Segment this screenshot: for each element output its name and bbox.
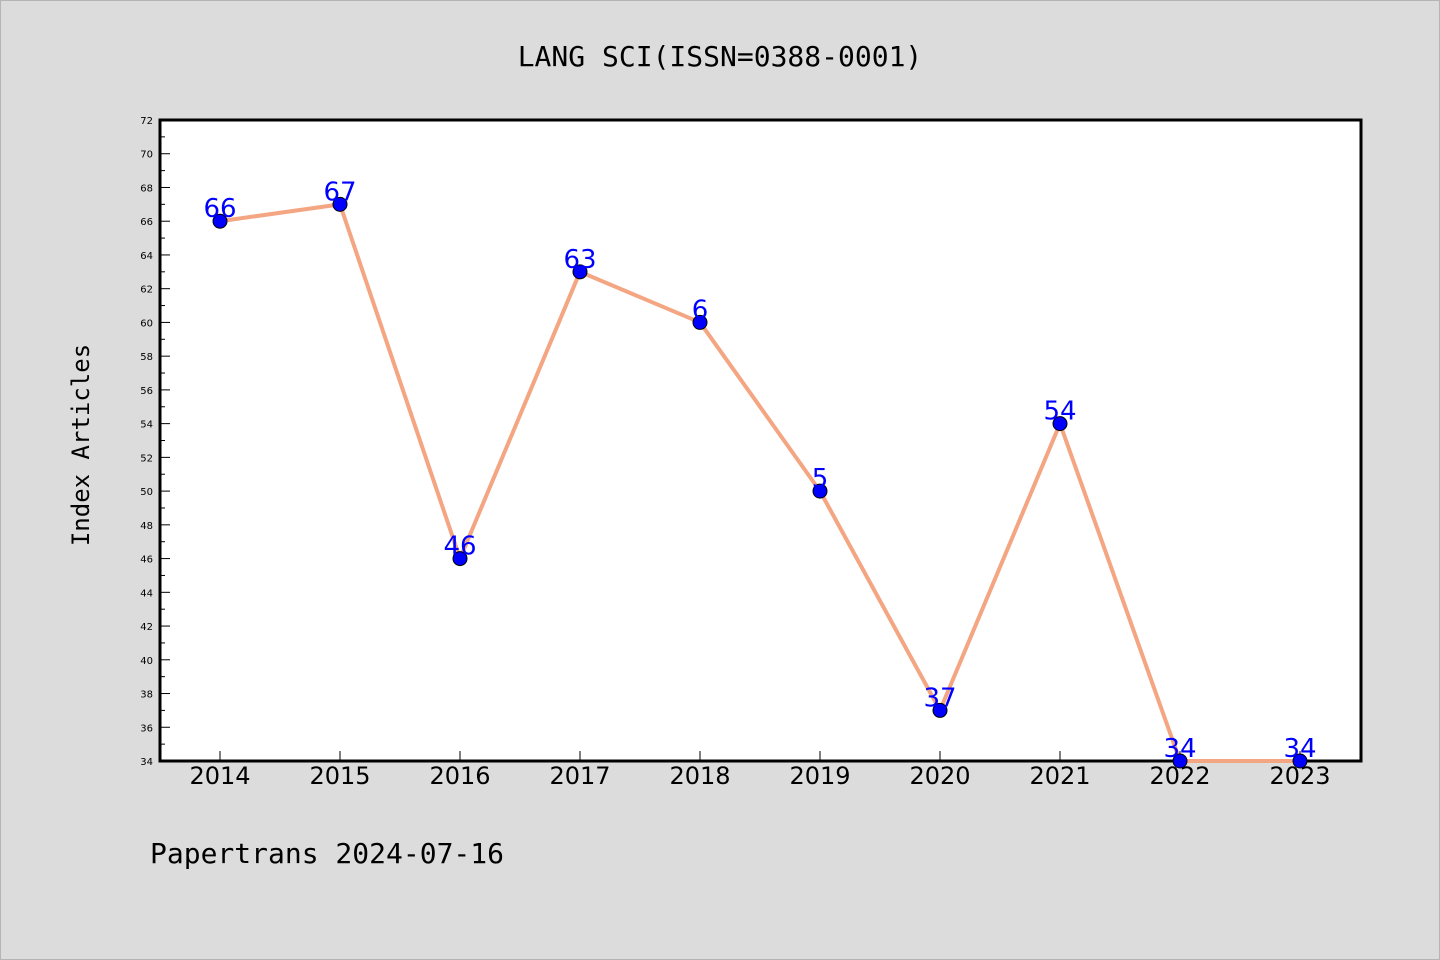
y-tick-label: 42 bbox=[140, 622, 153, 633]
x-tick-label: 2021 bbox=[1029, 762, 1090, 790]
data-point bbox=[452, 551, 468, 567]
y-tick-label: 52 bbox=[140, 453, 153, 464]
y-tick-label: 50 bbox=[140, 487, 153, 498]
y-axis: 34 36 38 40 42 44 46 48 50 52 54 56 58 60 62 64 66 68 70 72 bbox=[140, 116, 170, 768]
x-tick-label: 2017 bbox=[549, 762, 610, 790]
data-label: 34 bbox=[1283, 734, 1316, 764]
data-label: 67 bbox=[323, 177, 356, 207]
y-tick-label: 34 bbox=[140, 757, 153, 768]
y-tick-label: 44 bbox=[140, 588, 153, 599]
y-tick-label: 46 bbox=[140, 555, 153, 566]
y-tick-label: 40 bbox=[140, 656, 153, 667]
data-label: 66 bbox=[203, 194, 236, 224]
data-label: 6 bbox=[692, 295, 709, 325]
x-tick-label: 2016 bbox=[429, 762, 490, 790]
chart-title: LANG SCI(ISSN=0388-0001) bbox=[518, 40, 923, 73]
y-tick-label: 38 bbox=[140, 690, 153, 701]
x-tick-label: 2020 bbox=[909, 762, 970, 790]
y-tick-label: 64 bbox=[140, 251, 153, 262]
y-axis-label: Index Articles bbox=[67, 344, 95, 546]
data-label: 5 bbox=[812, 464, 829, 494]
data-point bbox=[572, 264, 588, 280]
plot-area bbox=[158, 118, 1363, 763]
y-tick-label: 70 bbox=[140, 150, 153, 161]
x-tick-label: 2014 bbox=[189, 762, 250, 790]
y-tick-label: 36 bbox=[140, 723, 153, 734]
y-tick-label: 54 bbox=[140, 420, 153, 431]
y-tick-label: 60 bbox=[140, 318, 153, 329]
series-line-path bbox=[219, 202, 1300, 763]
y-tick-label: 66 bbox=[140, 217, 153, 228]
data-label: 54 bbox=[1043, 397, 1076, 427]
data-point bbox=[212, 213, 228, 229]
data-label: 34 bbox=[1163, 734, 1196, 764]
x-tick-label: 2015 bbox=[309, 762, 370, 790]
data-point bbox=[1052, 416, 1068, 432]
data-label: 37 bbox=[923, 683, 956, 713]
y-tick-label: 62 bbox=[140, 285, 153, 296]
data-point bbox=[692, 314, 708, 330]
y-tick-label: 56 bbox=[140, 386, 153, 397]
x-tick-label: 2018 bbox=[669, 762, 730, 790]
data-point bbox=[812, 483, 828, 499]
data-label: 46 bbox=[443, 532, 476, 562]
data-point bbox=[932, 702, 948, 718]
series-line: 66 67 46 63 6 5 37 54 34 34 bbox=[203, 177, 1317, 769]
y-tick-label: 58 bbox=[140, 352, 153, 363]
y-tick-label: 72 bbox=[140, 116, 153, 127]
y-tick-label: 68 bbox=[140, 183, 153, 194]
footer-text: Papertrans 2024-07-16 bbox=[150, 837, 504, 870]
x-tick-label: 2019 bbox=[789, 762, 850, 790]
data-point bbox=[1292, 753, 1308, 769]
data-point bbox=[332, 196, 348, 212]
data-label: 63 bbox=[563, 245, 596, 275]
data-point bbox=[1172, 753, 1188, 769]
y-tick-label: 48 bbox=[140, 521, 153, 532]
